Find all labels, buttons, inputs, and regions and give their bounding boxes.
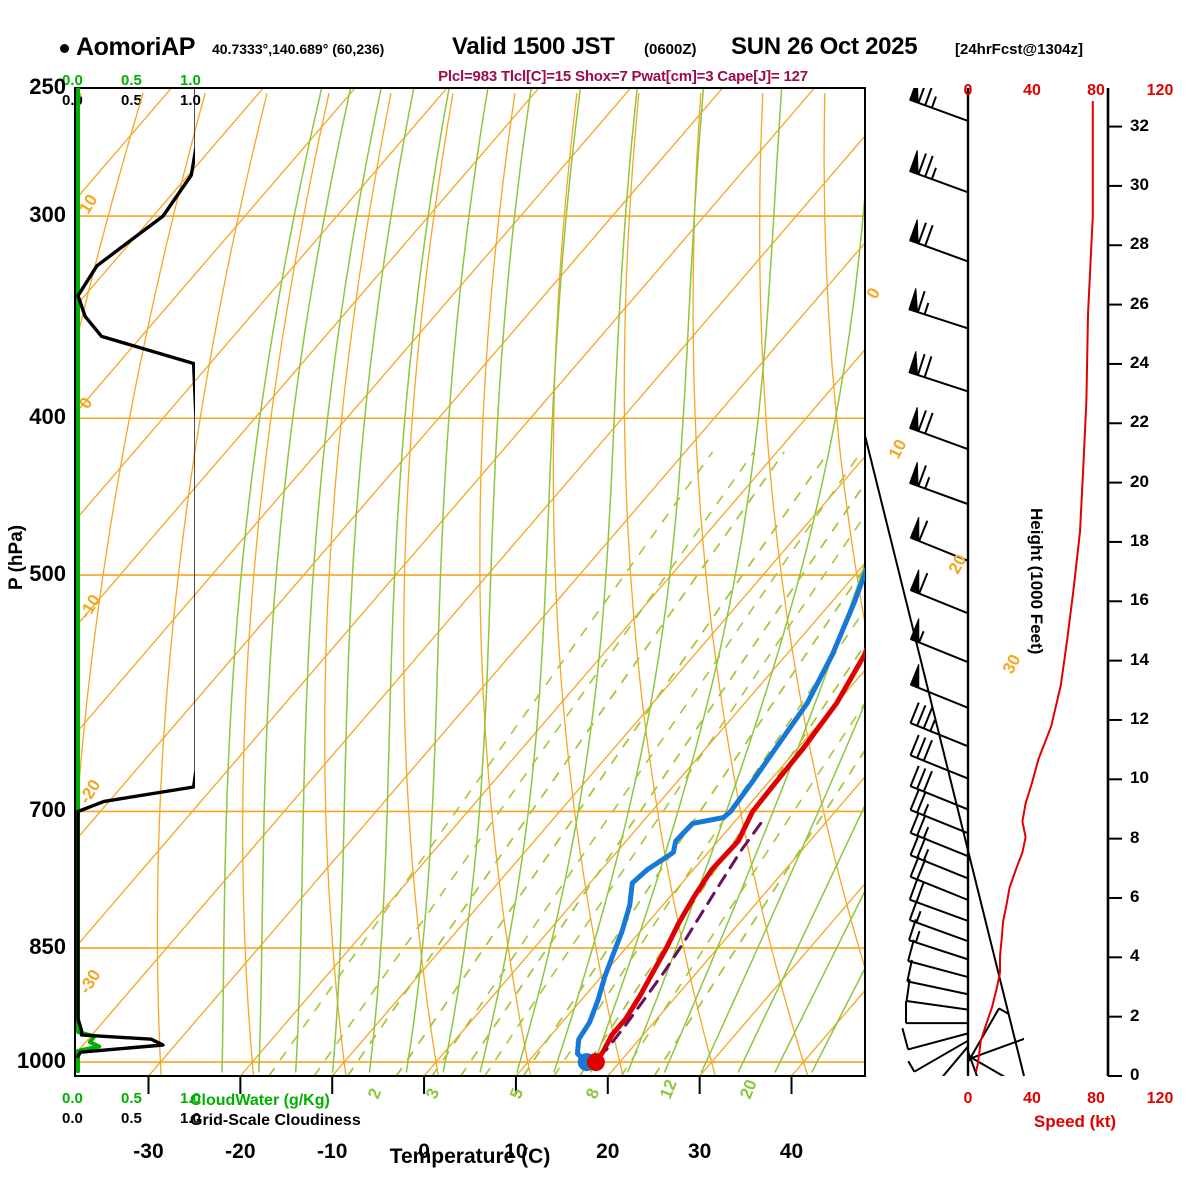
- svg-text:20: 20: [945, 551, 971, 577]
- svg-text:12: 12: [656, 1077, 681, 1102]
- height-tick-6: 6: [1130, 886, 1140, 906]
- valid-time-label: Valid 1500 JST: [452, 33, 615, 60]
- speed-tick-40-bottom: 40: [1023, 1090, 1041, 1107]
- cloud-profiles: [76, 88, 195, 1074]
- temperature-tick-10: 10: [504, 1140, 528, 1163]
- axes-cloudwater_ticks-2: 1.0: [180, 1090, 201, 1107]
- svg-text:10: 10: [885, 436, 911, 462]
- speed-tick-120-top: 120: [1146, 82, 1174, 99]
- sounding-curves: [574, 566, 865, 1072]
- height-tick-4: 4: [1130, 946, 1140, 966]
- svg-text:3: 3: [422, 1086, 443, 1102]
- pressure-tick-500: 500: [29, 561, 66, 587]
- plot-frame: [74, 87, 1122, 1094]
- temperature-tick-30: 30: [687, 1140, 712, 1163]
- height-tick-12: 12: [1130, 708, 1149, 728]
- temperature-tick--10: -10: [317, 1140, 348, 1163]
- station-coordinates: 40.7333°,140.689° (60,236): [212, 41, 385, 57]
- svg-text:30: 30: [999, 651, 1025, 677]
- axes-cloudwater_ticks-1: 0.5: [121, 72, 142, 89]
- pressure-tick-850: 850: [29, 933, 66, 959]
- axes-cloudiness_ticks-1: 0.5: [121, 1110, 142, 1127]
- height-tick-22: 22: [1130, 412, 1149, 432]
- cloudiness-legend-label: Grid-Scale Cloudiness: [190, 1112, 361, 1129]
- speed-tick-40-top: 40: [1023, 82, 1041, 99]
- temperature-tick-40: 40: [779, 1140, 804, 1163]
- temperature-axis-title: Temperature (C): [389, 1145, 551, 1168]
- pressure-tick-1000: 1000: [17, 1048, 66, 1074]
- wind-speed-curve: [975, 100, 1094, 1073]
- height-tick-2: 2: [1130, 1005, 1140, 1025]
- axes-cloudiness_ticks-2: 1.0: [180, 92, 201, 109]
- speed-axis-title: Speed (kt): [1033, 1112, 1117, 1131]
- temperature-tick--30: -30: [133, 1140, 164, 1163]
- valid-date: SUN 26 Oct 2025: [731, 33, 918, 60]
- speed-tick-0-bottom: 0: [963, 1090, 973, 1107]
- grid-lines: [75, 87, 865, 1076]
- forecast-tag: [24hrFcst@1304z]: [955, 41, 1084, 58]
- axes-cloudiness_ticks-1: 0.5: [121, 92, 142, 109]
- speed-tick-80-bottom: 80: [1087, 1090, 1105, 1107]
- pressure-tick-250: 250: [29, 74, 66, 99]
- wind-barbs: [901, 88, 1024, 1076]
- speed-tick-0-top: 0: [963, 82, 973, 99]
- axes-cloudwater_ticks-1: 0.5: [121, 1090, 142, 1107]
- svg-text:8: 8: [582, 1086, 603, 1102]
- temperature-tick-20: 20: [596, 1140, 620, 1163]
- axes-cloudwater_ticks-0: 0.0: [62, 72, 83, 89]
- stability-indices: Plcl=983 Tlcl[C]=15 Shox=7 Pwat[cm]=3 Ca…: [0, 68, 1200, 85]
- height-tick-8: 8: [1130, 827, 1140, 847]
- height-tick-30: 30: [1130, 174, 1149, 194]
- valid-time-utc: (0600Z): [644, 41, 697, 58]
- pressure-tick-300: 300: [29, 202, 66, 228]
- axes-cloudiness_ticks-0: 0.0: [62, 1110, 83, 1127]
- height-tick-28: 28: [1130, 234, 1149, 254]
- axes-cloudwater_ticks-2: 1.0: [180, 72, 201, 89]
- height-tick-0: 0: [1130, 1065, 1140, 1084]
- height-tick-14: 14: [1130, 649, 1149, 669]
- axes-cloudwater_ticks-0: 0.0: [62, 1090, 83, 1107]
- height-tick-26: 26: [1130, 293, 1149, 313]
- pressure-axis-title: P (hPa): [6, 524, 27, 590]
- temperature-tick-0: 0: [418, 1140, 430, 1163]
- height-tick-10: 10: [1130, 768, 1149, 788]
- height-tick-16: 16: [1130, 590, 1149, 610]
- height-tick-20: 20: [1130, 471, 1149, 491]
- station-dot-icon: [60, 44, 69, 53]
- speed-tick-80-top: 80: [1087, 82, 1105, 99]
- svg-text:20: 20: [736, 1077, 761, 1102]
- height-axis-title: Height (1000 Feet): [1027, 508, 1046, 655]
- axes-cloudiness_ticks-2: 1.0: [180, 1110, 201, 1127]
- height-tick-18: 18: [1130, 530, 1149, 550]
- station-name: AomoriAP: [76, 33, 196, 61]
- stability-indices-text: Plcl=983 Tlcl[C]=15 Shox=7 Pwat[cm]=3 Ca…: [438, 68, 808, 85]
- height-tick-32: 32: [1130, 115, 1149, 135]
- height-tick-24: 24: [1130, 352, 1149, 372]
- svg-text:2: 2: [364, 1086, 385, 1102]
- speed-tick-120-bottom: 120: [1146, 1090, 1174, 1107]
- pressure-tick-400: 400: [29, 404, 66, 430]
- cloudwater-legend-label: CloudWater (g/Kg): [190, 1092, 330, 1109]
- temperature-tick--20: -20: [225, 1140, 256, 1163]
- pressure-tick-700: 700: [29, 797, 66, 823]
